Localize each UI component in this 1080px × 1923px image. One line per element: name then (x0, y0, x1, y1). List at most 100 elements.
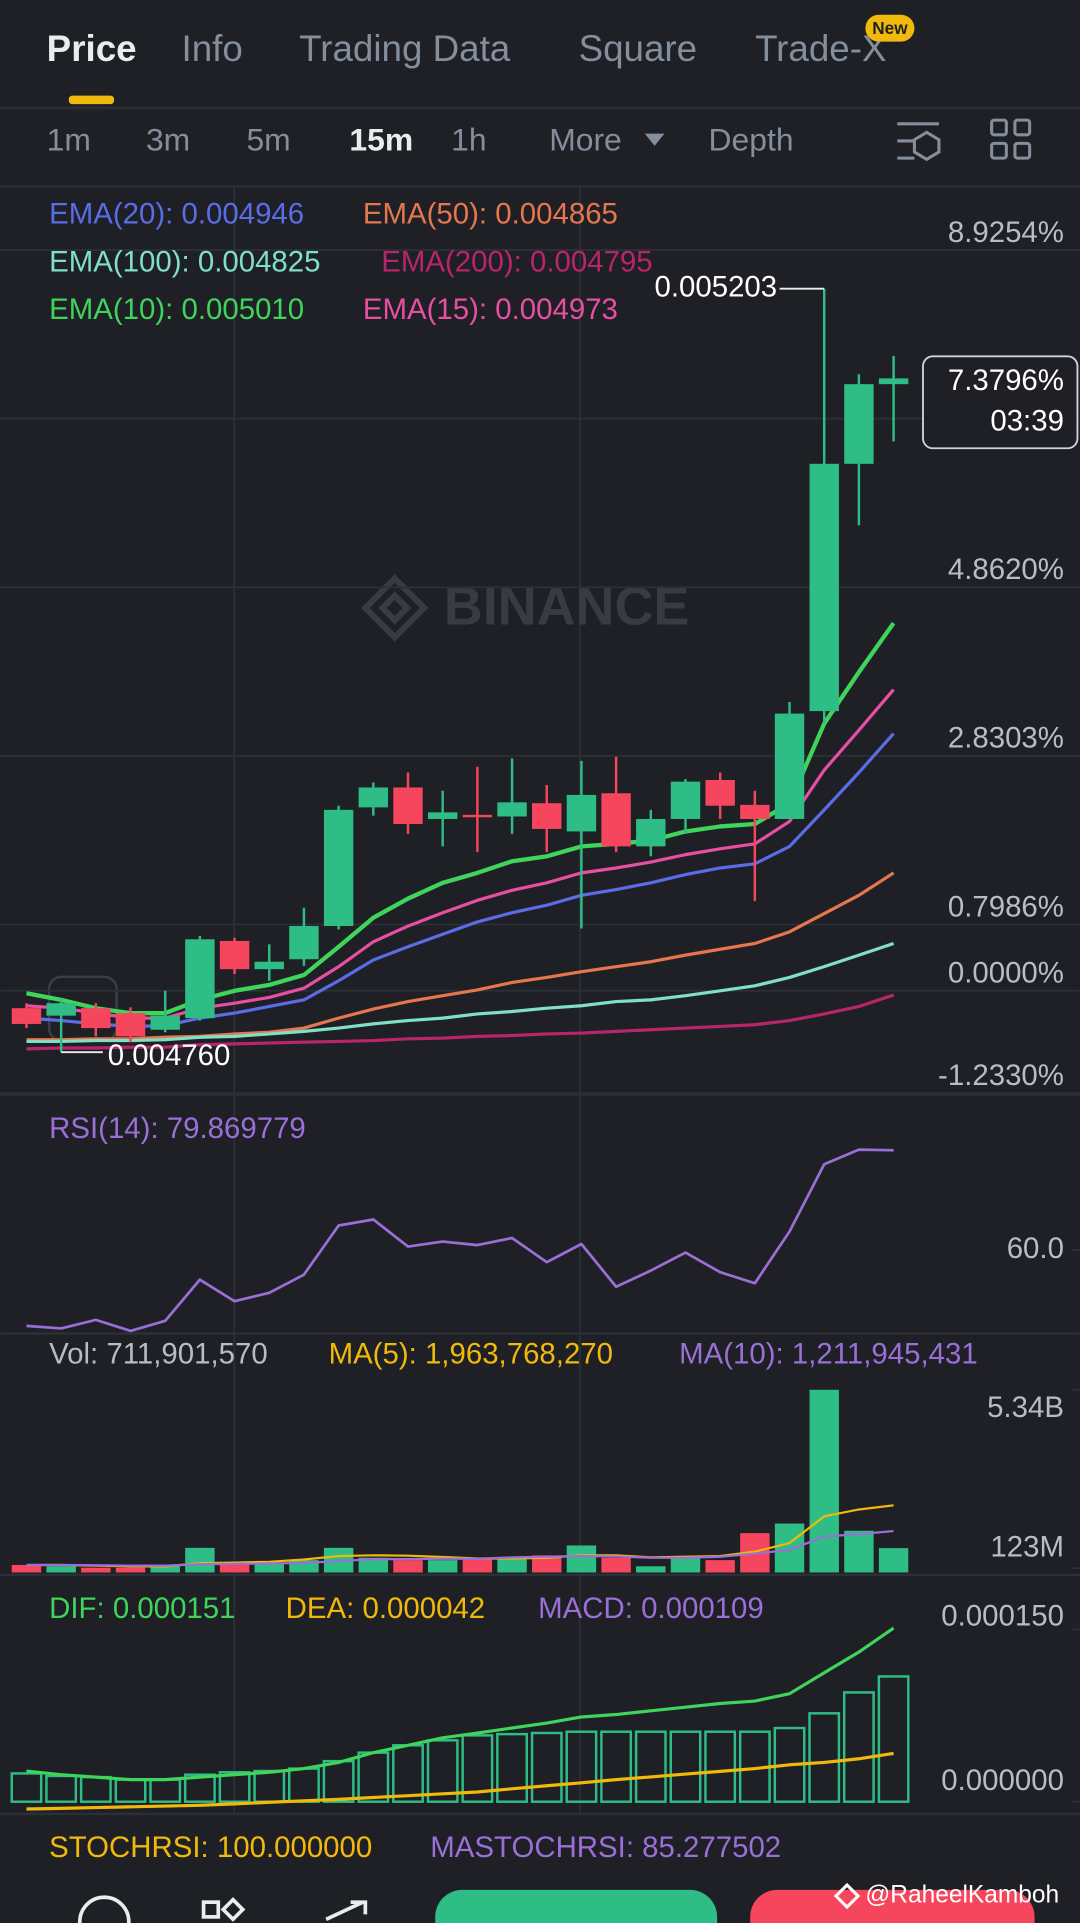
y-tick-label: -1.2330% (938, 1059, 1064, 1092)
candle-body (844, 384, 874, 464)
macd-bar (565, 1730, 598, 1803)
macd-bar (461, 1734, 494, 1803)
candle-body (81, 1008, 111, 1029)
candle-body (670, 781, 701, 819)
interval[interactable]: Depth (709, 122, 794, 158)
legend-entry: RSI(14): 79.869779 (49, 1112, 306, 1145)
volume-bar (878, 1548, 909, 1573)
macd-bar (426, 1739, 459, 1803)
layout-icon[interactable] (990, 118, 1032, 160)
candle-body (289, 926, 319, 960)
volume-bar (150, 1564, 180, 1573)
tab[interactable]: Trade-X (755, 28, 886, 69)
legend-entry: MACD: 0.000109 (538, 1592, 764, 1625)
y-tick-label: 2.8303% (948, 722, 1064, 755)
sell-button[interactable] (750, 1889, 1035, 1923)
badge-text: New (872, 18, 908, 38)
volume-bar (809, 1389, 839, 1573)
legend-entry: EMA(20): 0.004946 (49, 197, 304, 230)
macd-bar (669, 1730, 702, 1803)
settings-icon[interactable] (897, 122, 941, 162)
candle-body (774, 713, 805, 819)
last-price: 7.3796% (948, 364, 1064, 397)
buy-button[interactable] (435, 1889, 718, 1923)
nav-icon[interactable] (220, 1897, 246, 1922)
candle-body (497, 802, 527, 817)
macd-bar (877, 1675, 910, 1803)
candle-body (150, 1015, 180, 1030)
legend-entry: MA(5): 1,963,768,270 (329, 1337, 613, 1370)
y-tick-label: 0.7986% (948, 890, 1064, 923)
volume-bar (115, 1567, 146, 1573)
volume-bar (462, 1557, 493, 1573)
volume-bar (393, 1560, 423, 1573)
candle-body (809, 463, 839, 712)
volume-bar (46, 1566, 76, 1573)
candle-body (705, 779, 735, 806)
dropdown-arrow (644, 133, 665, 146)
plots: 8.9254%6.8937%4.8620%2.8303%0.7986%0.000… (0, 197, 1080, 1811)
legend-entry: EMA(200): 0.004795 (381, 245, 652, 278)
y-tick-label: 8.9254% (948, 216, 1064, 249)
watermark-logo (361, 574, 429, 642)
legend-entry: DEA: 0.000042 (286, 1592, 485, 1625)
watermark: BINANCE (444, 577, 690, 637)
macd-bar (10, 1772, 43, 1803)
y-tick-label: 0.0000% (948, 957, 1064, 990)
legend-entry: DIF: 0.000151 (49, 1592, 235, 1625)
volume-bar (774, 1523, 805, 1573)
legend-entry: EMA(100): 0.004825 (49, 245, 320, 278)
candle-body (740, 804, 770, 819)
low-label: 0.004760 (108, 1039, 231, 1072)
macd-bar (218, 1771, 251, 1803)
volume-bar (566, 1545, 597, 1573)
nav-icon[interactable] (325, 1900, 368, 1921)
active-tab-indicator (68, 95, 115, 105)
candle-body (601, 793, 631, 847)
candle-body (219, 940, 250, 970)
legend-entry: EMA(15): 0.004973 (363, 293, 618, 326)
macd-bar (842, 1691, 875, 1803)
candle-body (566, 794, 597, 832)
candle-body (462, 814, 493, 818)
interval[interactable]: 1m (47, 122, 91, 158)
macd-bar (496, 1732, 528, 1803)
interval[interactable]: 5m (246, 122, 290, 158)
candle-body (254, 961, 284, 970)
indicator-label: MASTOCHRSI: 85.277502 (430, 1831, 781, 1864)
candle-body (46, 1003, 76, 1016)
macd-bar (808, 1712, 841, 1803)
tab[interactable]: Trading Data (299, 28, 511, 69)
volume-bar (81, 1567, 111, 1573)
interval[interactable]: 15m (349, 122, 413, 158)
nav-icon[interactable] (201, 1900, 221, 1919)
interval[interactable]: 1h (451, 122, 486, 158)
macd-line (26, 1751, 894, 1811)
candle-body (427, 812, 458, 819)
candle-body (636, 818, 666, 847)
candle-body (185, 939, 215, 1019)
indicator-label: STOCHRSI: 100.000000 (49, 1831, 372, 1864)
macd-bar (600, 1730, 633, 1803)
tab[interactable]: Price (47, 28, 137, 69)
candle-body (11, 1008, 42, 1024)
volume-bar (427, 1560, 458, 1573)
tab[interactable]: Info (182, 28, 243, 69)
candle-body (393, 787, 423, 824)
volume-bar (636, 1566, 666, 1573)
ema-line (26, 621, 896, 1016)
y-tick-label: 4.8620% (948, 553, 1064, 586)
nav-icon[interactable] (77, 1895, 131, 1923)
interval[interactable]: 3m (146, 122, 190, 158)
ema-line (26, 993, 895, 1051)
legend-entry: MA(10): 1,211,945,431 (679, 1337, 978, 1370)
tab[interactable]: Square (579, 28, 698, 69)
volume-bar (532, 1555, 562, 1573)
macd-bar (530, 1731, 563, 1803)
candle-body (532, 803, 562, 829)
countdown: 03:39 (990, 404, 1064, 437)
volume-bar (844, 1530, 874, 1573)
interval[interactable]: More (549, 122, 622, 158)
